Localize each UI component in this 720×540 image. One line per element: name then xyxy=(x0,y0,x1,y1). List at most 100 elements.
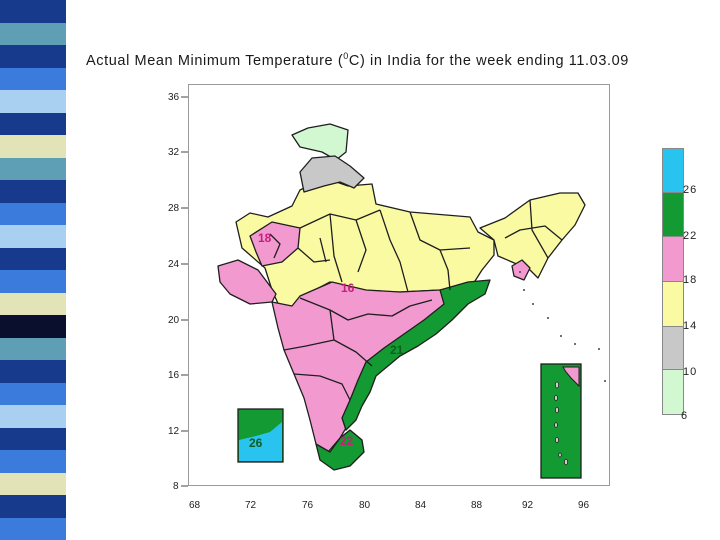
strip-segment xyxy=(0,90,66,113)
legend-box-green xyxy=(662,192,684,238)
legend-label: 10 xyxy=(683,366,698,378)
y-tick-label: 36 xyxy=(168,92,180,103)
strip-segment xyxy=(0,427,66,450)
strip-segment xyxy=(0,472,66,495)
coast-dot xyxy=(519,271,521,273)
legend-label: 6 xyxy=(681,410,689,422)
state-border xyxy=(409,211,471,251)
coast-dot xyxy=(523,289,525,291)
strip-segment xyxy=(0,247,66,270)
state-border xyxy=(293,373,351,401)
legend-box-pink xyxy=(662,236,684,283)
strip-segment xyxy=(0,67,66,90)
state-border xyxy=(355,219,367,273)
x-tick-label: 76 xyxy=(302,500,314,511)
y-tick-label: 20 xyxy=(168,315,180,326)
state-border xyxy=(269,233,281,259)
state-border xyxy=(379,209,409,293)
title-prefix: Actual Mean Minimum Temperature ( xyxy=(86,52,344,69)
region-green-south-tip xyxy=(315,429,365,471)
island-mark xyxy=(564,458,569,466)
region-pink-rajasthan xyxy=(249,221,301,267)
state-border xyxy=(439,249,451,291)
y-tick-label: 16 xyxy=(168,370,180,381)
isotherm-label: 21 xyxy=(390,343,404,357)
y-tick-label: 32 xyxy=(168,147,180,158)
strip-segment xyxy=(0,225,66,248)
strip-segment xyxy=(0,405,66,428)
strip-segment xyxy=(0,495,66,518)
island-mark xyxy=(558,452,562,458)
strip-segment xyxy=(0,202,66,225)
strip-segment xyxy=(0,180,66,203)
island-mark xyxy=(554,394,558,401)
strip-segment xyxy=(0,45,66,68)
state-border xyxy=(319,237,327,263)
coast-dot xyxy=(532,303,534,305)
strip-segment xyxy=(0,360,66,383)
island-mark xyxy=(555,436,559,443)
strip-segment xyxy=(0,157,66,180)
strip-segment xyxy=(0,22,66,45)
legend-box-cyan xyxy=(662,148,684,194)
legend-box-yellow xyxy=(662,281,684,328)
isotherm-label: 18 xyxy=(258,231,272,245)
x-tick-label: 80 xyxy=(359,500,371,511)
legend-label: 14 xyxy=(683,320,698,332)
x-tick-label: 72 xyxy=(245,500,257,511)
state-border xyxy=(504,225,563,241)
state-border xyxy=(283,339,335,351)
region-green-odisha xyxy=(341,279,491,431)
isotherm-label: 22 xyxy=(340,434,354,448)
island-mark xyxy=(555,406,559,414)
legend-label: 18 xyxy=(683,274,698,286)
legend-label: 26 xyxy=(683,184,698,196)
strip-segment xyxy=(0,382,66,405)
inset-andaman-pink xyxy=(562,366,580,388)
strip-segment xyxy=(0,112,66,135)
island-mark xyxy=(555,381,560,389)
isotherm-label: 26 xyxy=(249,436,263,450)
strip-segment xyxy=(0,292,66,315)
y-tick-label: 8 xyxy=(173,481,179,492)
coast-dot xyxy=(604,380,606,382)
region-pink-tripura xyxy=(511,259,531,281)
strip-segment xyxy=(0,135,66,158)
region-yellow-northeast xyxy=(479,192,586,279)
strip-segment xyxy=(0,0,66,23)
island-mark xyxy=(554,422,558,428)
x-tick-label: 68 xyxy=(189,500,201,511)
y-tick-label: 12 xyxy=(168,426,180,437)
strip-segment xyxy=(0,315,66,338)
isotherm-label: 16 xyxy=(341,281,355,295)
state-border xyxy=(297,247,331,263)
decorative-color-strip xyxy=(0,0,66,540)
state-border xyxy=(299,209,381,229)
degree-superscript: 0 xyxy=(343,51,349,61)
legend-label: 22 xyxy=(683,230,698,242)
title-suffix: C) in India for the week ending 11.03.09 xyxy=(348,52,629,69)
legend-box-gray xyxy=(662,326,684,371)
strip-segment xyxy=(0,450,66,473)
strip-segment xyxy=(0,517,66,540)
slide-title: Actual Mean Minimum Temperature (0C) in … xyxy=(86,51,718,69)
state-border xyxy=(329,309,373,367)
x-tick-label: 88 xyxy=(471,500,483,511)
y-tick-label: 28 xyxy=(168,203,180,214)
coast-dot xyxy=(560,335,562,337)
x-tick-label: 92 xyxy=(522,500,534,511)
state-border xyxy=(529,199,549,259)
strip-segment xyxy=(0,270,66,293)
coast-dot xyxy=(547,317,549,319)
y-tick-label: 24 xyxy=(168,259,180,270)
strip-segment xyxy=(0,337,66,360)
legend-box-pale-green xyxy=(662,369,684,415)
region-gray-himachal xyxy=(299,155,365,193)
inset-andaman-green xyxy=(540,363,582,479)
x-tick-label: 96 xyxy=(578,500,590,511)
coast-dot xyxy=(574,343,576,345)
x-tick-label: 84 xyxy=(415,500,427,511)
coast-dot xyxy=(598,348,600,350)
region-pale-green-kashmir xyxy=(291,123,349,161)
